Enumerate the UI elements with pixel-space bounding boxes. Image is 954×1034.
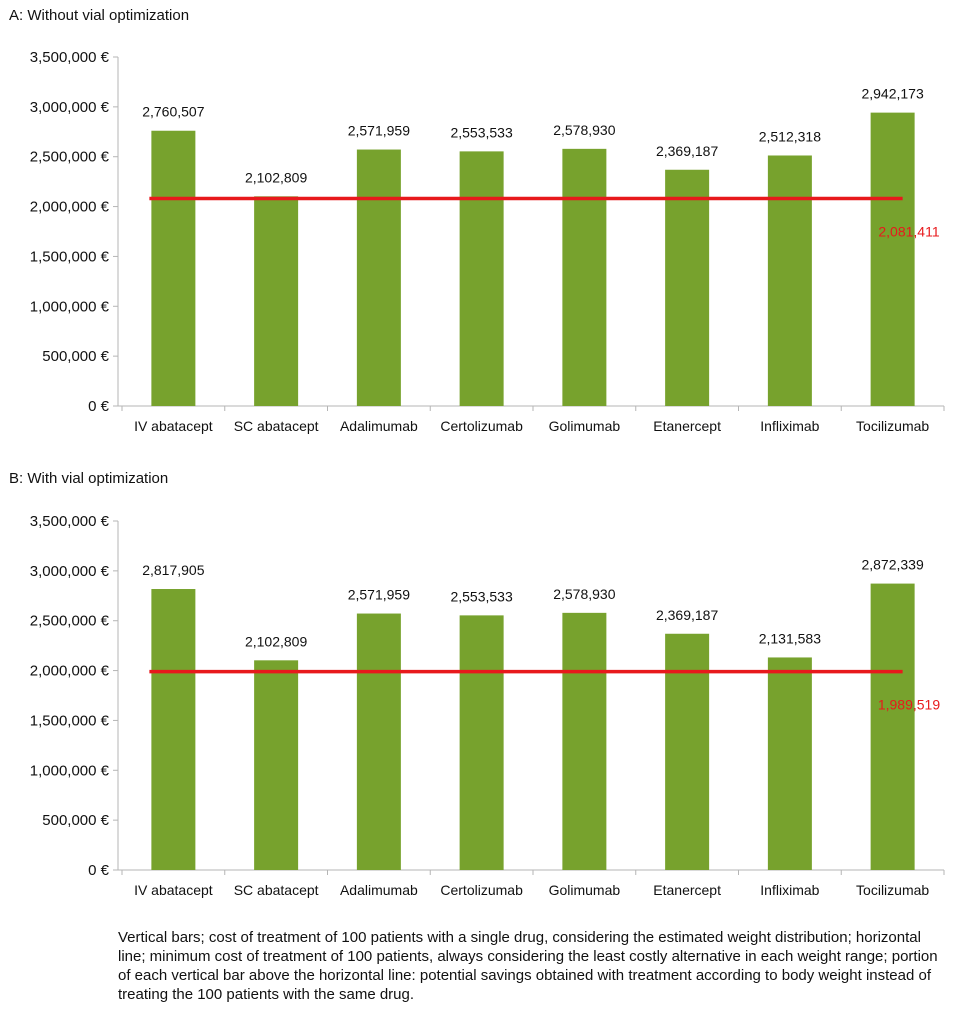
panel-a-bar <box>356 149 401 406</box>
panel-b-y-tick-label: 1,500,000 € <box>30 712 110 729</box>
panel-b-y-tick-label: 3,500,000 € <box>30 513 110 530</box>
panel-a-y-tick-label: 2,000,000 € <box>30 199 110 216</box>
panel-a-y-tick-label: 3,500,000 € <box>30 49 110 66</box>
panel-a-category-label: Tocilizumab <box>856 418 929 434</box>
panel-b-category-label: Golimumab <box>549 882 621 898</box>
panel-b-y-tick-label: 1,000,000 € <box>30 762 110 779</box>
panel-a-category-label: IV abatacept <box>134 418 213 434</box>
panel-a-bar <box>562 148 607 406</box>
panel-a-y-tick-label: 3,000,000 € <box>30 99 110 116</box>
panel-b-bar-value-label: 2,102,809 <box>245 633 307 649</box>
panel-a-bar-value-label: 2,942,173 <box>861 86 923 102</box>
panel-a-category-label: Golimumab <box>549 418 621 434</box>
panel-b-bar <box>356 613 401 870</box>
panel-b-bar <box>254 660 299 870</box>
panel-b-category-label: IV abatacept <box>134 882 213 898</box>
panel-b-y-tick-label: 0 € <box>88 862 110 879</box>
panel-a-bar-value-label: 2,553,533 <box>450 124 512 140</box>
figure-caption: Vertical bars; cost of treatment of 100 … <box>118 929 938 1003</box>
panel-a-category-label: Infliximab <box>760 418 819 434</box>
panel-b-category-label: Etanercept <box>653 882 721 898</box>
panel-a-y-tick-label: 0 € <box>88 398 110 415</box>
panel-b-reference-line-label: 1,989,519 <box>878 697 940 713</box>
panel-b-bar-value-label: 2,369,187 <box>656 607 718 623</box>
panel-b-bar-value-label: 2,571,959 <box>348 587 410 603</box>
panel-b-bar-value-label: 2,817,905 <box>142 562 204 578</box>
panel-a-bar-value-label: 2,512,318 <box>759 128 821 144</box>
panel-b-y-tick-label: 3,000,000 € <box>30 563 110 580</box>
panel-a-bar <box>459 151 504 406</box>
panel-b-bar <box>459 615 504 870</box>
panel-a-category-label: SC abatacept <box>234 418 319 434</box>
panel-a-y-tick-label: 1,500,000 € <box>30 248 110 265</box>
panel-b-y-tick-label: 500,000 € <box>42 812 109 829</box>
panel-a-bar <box>767 155 812 406</box>
panel-b-bar <box>151 589 196 870</box>
panel-b-bar <box>562 612 607 870</box>
panel-a-category-label: Adalimumab <box>340 418 418 434</box>
panel-b-bar <box>767 657 812 870</box>
panel-a-category-label: Etanercept <box>653 418 721 434</box>
panel-a-bar-value-label: 2,102,809 <box>245 169 307 185</box>
panel-b-category-label: Tocilizumab <box>856 882 929 898</box>
panel-b-chart: 0 € 500,000 € 1,000,000 € 1,500,000 € 2,000,… <box>30 513 945 898</box>
panel-a-bar-value-label: 2,571,959 <box>348 123 410 139</box>
panel-b-y-tick-label: 2,000,000 € <box>30 663 110 680</box>
panel-a-bar <box>665 169 710 406</box>
panel-b-category-label: Certolizumab <box>440 882 523 898</box>
panel-a-bar-value-label: 2,578,930 <box>553 122 615 138</box>
panel-a-bar <box>151 130 196 406</box>
panel-b-y-tick-label: 2,500,000 € <box>30 613 110 630</box>
panel-a-title: A: Without vial optimization <box>9 7 190 24</box>
panel-b-category-label: Infliximab <box>760 882 819 898</box>
panel-a-chart: 0 € 500,000 € 1,000,000 € 1,500,000 € 2,000,… <box>30 49 945 434</box>
panel-b-bar <box>870 583 915 870</box>
panel-b-bar-value-label: 2,578,930 <box>553 586 615 602</box>
panel-b-title: B: With vial optimization <box>9 470 169 487</box>
panel-b-bar-value-label: 2,872,339 <box>861 557 923 573</box>
panel-a-y-tick-label: 1,000,000 € <box>30 298 110 315</box>
panel-a-bar <box>870 112 915 406</box>
panel-b-bar <box>665 633 710 870</box>
panel-a-bar-value-label: 2,760,507 <box>142 104 204 120</box>
panel-a-category-label: Certolizumab <box>440 418 523 434</box>
panel-b-bar-value-label: 2,553,533 <box>450 588 512 604</box>
panel-a-y-tick-label: 2,500,000 € <box>30 149 110 166</box>
panel-a-y-tick-label: 500,000 € <box>42 348 109 365</box>
panel-b-bar-value-label: 2,131,583 <box>759 630 821 646</box>
panel-b-category-label: SC abatacept <box>234 882 319 898</box>
panel-a-bar-value-label: 2,369,187 <box>656 143 718 159</box>
panel-a-reference-line-label: 2,081,411 <box>878 223 939 239</box>
panel-a-bar <box>254 196 299 406</box>
panel-b-category-label: Adalimumab <box>340 882 418 898</box>
